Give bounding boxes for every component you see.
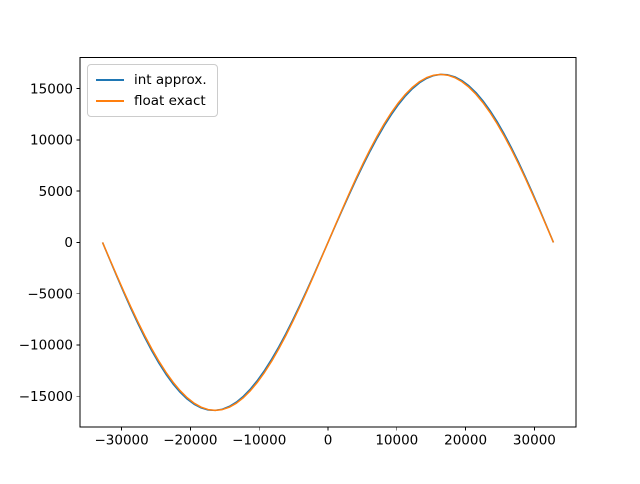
x-tick-label: −20000 bbox=[163, 433, 217, 449]
x-tick-label: −30000 bbox=[94, 433, 148, 449]
y-tick-label: 5000 bbox=[39, 184, 73, 200]
axes-frame bbox=[79, 57, 577, 428]
y-tick-label: −10000 bbox=[19, 338, 73, 354]
y-tick-label: −15000 bbox=[19, 389, 73, 405]
y-tick-label: 0 bbox=[64, 235, 73, 251]
x-tick-label: 30000 bbox=[513, 433, 556, 449]
legend-line-sample-int-approx bbox=[96, 79, 124, 81]
legend-line-sample-float-exact bbox=[96, 100, 124, 102]
series-line-float-exact bbox=[101, 73, 555, 412]
legend-label-float-exact: float exact bbox=[134, 93, 206, 109]
legend-item-float-exact: float exact bbox=[96, 92, 207, 110]
legend: int approx. float exact bbox=[87, 64, 218, 117]
x-tick-label: 10000 bbox=[375, 433, 418, 449]
x-tick-label: 20000 bbox=[444, 433, 487, 449]
legend-label-int-approx: int approx. bbox=[134, 72, 207, 88]
y-tick-label: −5000 bbox=[27, 286, 73, 302]
y-tick-label: 15000 bbox=[30, 81, 73, 97]
legend-item-int-approx: int approx. bbox=[96, 71, 207, 89]
x-tick-label: −10000 bbox=[232, 433, 286, 449]
x-tick-label: 0 bbox=[324, 433, 333, 449]
y-tick-label: 10000 bbox=[30, 133, 73, 149]
